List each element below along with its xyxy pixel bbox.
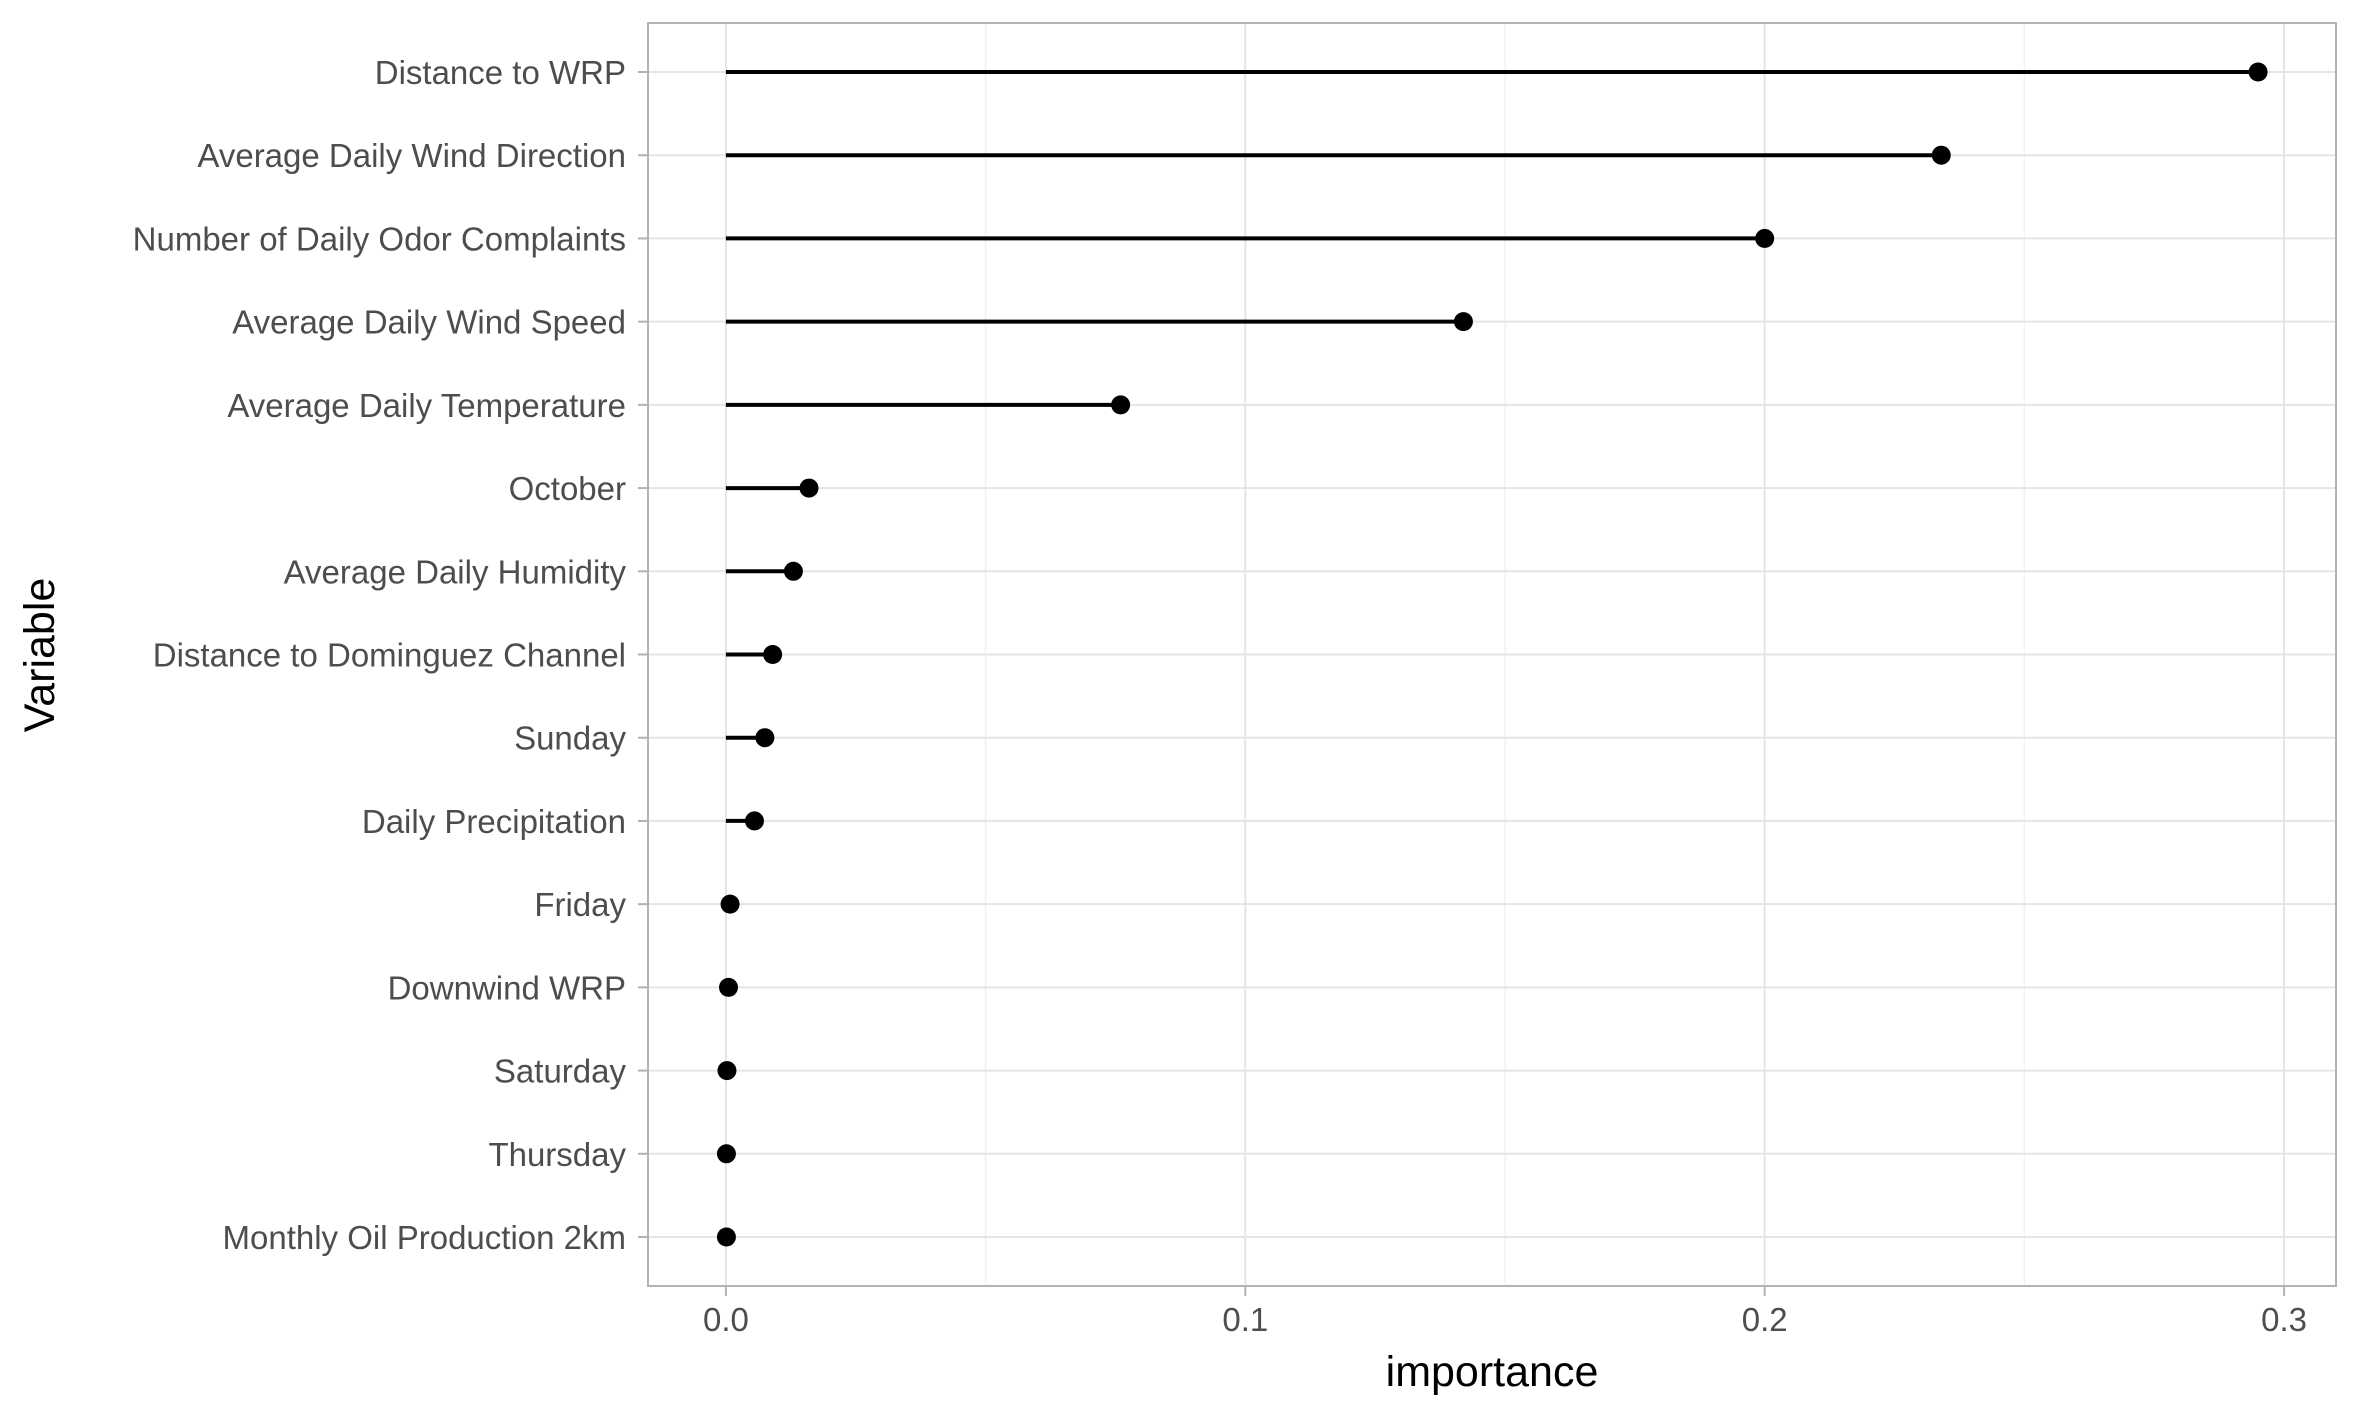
data-point: [1454, 312, 1473, 331]
data-point: [717, 1061, 736, 1080]
data-point: [721, 895, 740, 914]
y-tick-label: Sunday: [514, 720, 626, 757]
data-point: [717, 1144, 736, 1163]
data-point: [1932, 146, 1951, 165]
y-tick-label: Thursday: [488, 1136, 626, 1173]
y-tick-label: Average Daily Humidity: [284, 553, 627, 590]
y-tick-label: Saturday: [494, 1053, 627, 1090]
x-tick-label: 0.0: [703, 1301, 749, 1338]
y-tick-label: Distance to WRP: [375, 54, 626, 91]
y-tick-label: October: [509, 470, 626, 507]
data-point: [784, 562, 803, 581]
data-point: [1755, 229, 1774, 248]
data-point: [1111, 395, 1130, 414]
y-tick-label: Distance to Dominguez Channel: [153, 637, 626, 674]
data-point: [719, 978, 738, 997]
data-point: [755, 728, 774, 747]
x-tick-label: 0.3: [2261, 1301, 2307, 1338]
data-point: [745, 811, 764, 830]
y-tick-label: Average Daily Temperature: [227, 387, 626, 424]
x-tick-label: 0.1: [1222, 1301, 1268, 1338]
data-point: [717, 1228, 736, 1247]
y-tick-label: Daily Precipitation: [362, 803, 626, 840]
x-tick-label: 0.2: [1742, 1301, 1788, 1338]
y-tick-label: Monthly Oil Production 2km: [223, 1219, 627, 1256]
data-point: [763, 645, 782, 664]
y-axis-title: Variable: [16, 578, 64, 733]
data-point: [800, 479, 819, 498]
x-axis-title: importance: [1386, 1348, 1599, 1396]
y-tick-label: Average Daily Wind Speed: [232, 304, 626, 341]
y-tick-label: Average Daily Wind Direction: [197, 137, 626, 174]
data-point: [2249, 63, 2268, 82]
y-tick-label: Number of Daily Odor Complaints: [133, 220, 626, 257]
y-tick-label: Friday: [534, 886, 626, 923]
y-tick-label: Downwind WRP: [388, 969, 626, 1006]
